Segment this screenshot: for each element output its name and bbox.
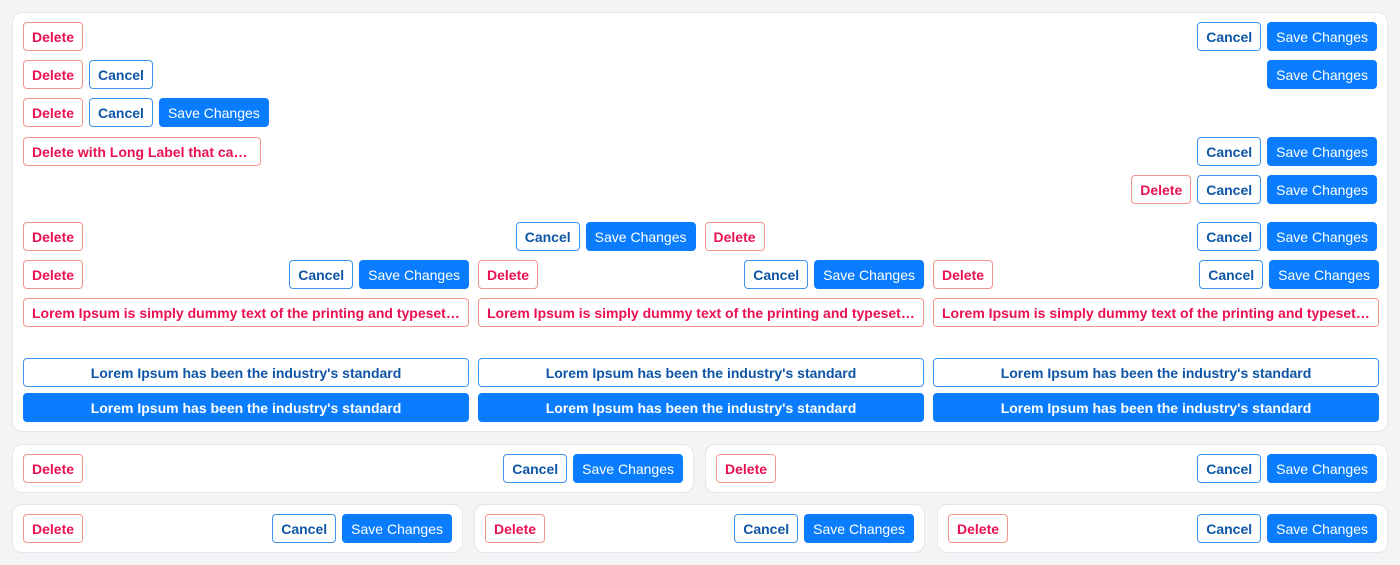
save-changes-button[interactable]: Save Changes [1267,22,1377,51]
cancel-button[interactable]: Cancel [1199,260,1264,289]
lorem-delete-button[interactable]: Lorem Ipsum is simply dummy text of the … [933,298,1379,327]
lorem-primary-button[interactable]: Lorem Ipsum has been the industry's stan… [478,393,924,422]
cancel-button[interactable]: Cancel [1197,137,1262,166]
cancel-button[interactable]: Cancel [1197,175,1262,204]
lorem-primary-button[interactable]: Lorem Ipsum has been the industry's stan… [23,393,469,422]
delete-button[interactable]: Delete [23,22,84,51]
cancel-button[interactable]: Cancel [744,260,809,289]
half-card-1: Delete Cancel Save Changes [12,444,694,493]
save-changes-button[interactable]: Save Changes [814,260,924,289]
delete-button[interactable]: Delete [23,98,84,127]
cancel-button[interactable]: Cancel [289,260,354,289]
delete-long-button[interactable]: Delete with Long Label that ca… [23,137,261,166]
cancel-button[interactable]: Cancel [515,222,580,251]
cancel-button[interactable]: Cancel [1197,222,1262,251]
column-3-actions: Delete Cancel Save Changes [933,260,1379,289]
save-changes-button[interactable]: Save Changes [1267,175,1377,204]
lorem-outline-button[interactable]: Lorem Ipsum has been the industry's stan… [933,358,1379,387]
delete-button[interactable]: Delete [23,514,84,543]
lorem-delete-button[interactable]: Lorem Ipsum is simply dummy text of the … [23,298,469,327]
row-3: Delete Cancel Save Changes [23,98,1377,127]
delete-button[interactable]: Delete [485,514,546,543]
save-changes-button[interactable]: Save Changes [1267,137,1377,166]
third-card-2: Delete Cancel Save Changes [474,504,925,553]
cancel-button[interactable]: Cancel [1197,22,1262,51]
delete-button[interactable]: Delete [23,454,84,483]
cancel-button[interactable]: Cancel [734,514,799,543]
row-1: Delete Cancel Save Changes [23,22,1377,51]
cancel-button[interactable]: Cancel [1197,514,1262,543]
cancel-button[interactable]: Cancel [1197,454,1262,483]
row-2: Delete Cancel Save Changes [23,60,1377,89]
delete-button[interactable]: Delete [704,222,765,251]
column-1-actions: Delete Cancel Save Changes [23,260,469,289]
delete-button[interactable]: Delete [933,260,994,289]
save-changes-button[interactable]: Save Changes [1267,60,1377,89]
delete-button[interactable]: Delete [23,60,84,89]
save-changes-button[interactable]: Save Changes [1267,514,1377,543]
lorem-primary-button[interactable]: Lorem Ipsum has been the industry's stan… [933,393,1379,422]
main-card: Delete Cancel Save Changes Delete Cancel… [12,12,1388,432]
delete-button[interactable]: Delete [1131,175,1192,204]
save-changes-button[interactable]: Save Changes [359,260,469,289]
column-2-actions: Delete Cancel Save Changes [478,260,924,289]
delete-button[interactable]: Delete [716,454,777,483]
row-6: Delete Cancel Save Changes Delete Cancel… [23,222,1377,251]
lorem-outline-button[interactable]: Lorem Ipsum has been the industry's stan… [23,358,469,387]
save-changes-button[interactable]: Save Changes [158,98,269,127]
save-changes-button[interactable]: Save Changes [1267,454,1377,483]
save-changes-button[interactable]: Save Changes [804,514,914,543]
save-changes-button[interactable]: Save Changes [585,222,696,251]
save-changes-button[interactable]: Save Changes [1267,222,1377,251]
delete-button[interactable]: Delete [478,260,539,289]
cancel-button[interactable]: Cancel [89,60,153,89]
delete-button[interactable]: Delete [23,260,84,289]
lorem-delete-button[interactable]: Lorem Ipsum is simply dummy text of the … [478,298,924,327]
cancel-button[interactable]: Cancel [89,98,153,127]
delete-button[interactable]: Delete [948,514,1009,543]
third-card-1: Delete Cancel Save Changes [12,504,463,553]
row-5: Delete Cancel Save Changes [23,175,1377,204]
save-changes-button[interactable]: Save Changes [573,454,683,483]
delete-button[interactable]: Delete [23,222,84,251]
save-changes-button[interactable]: Save Changes [342,514,452,543]
cancel-button[interactable]: Cancel [272,514,337,543]
cancel-button[interactable]: Cancel [503,454,568,483]
save-changes-button[interactable]: Save Changes [1269,260,1379,289]
lorem-outline-button[interactable]: Lorem Ipsum has been the industry's stan… [478,358,924,387]
third-card-3: Delete Cancel Save Changes [937,504,1388,553]
half-card-2: Delete Cancel Save Changes [705,444,1388,493]
row-4: Delete with Long Label that ca… Cancel S… [23,137,1377,166]
